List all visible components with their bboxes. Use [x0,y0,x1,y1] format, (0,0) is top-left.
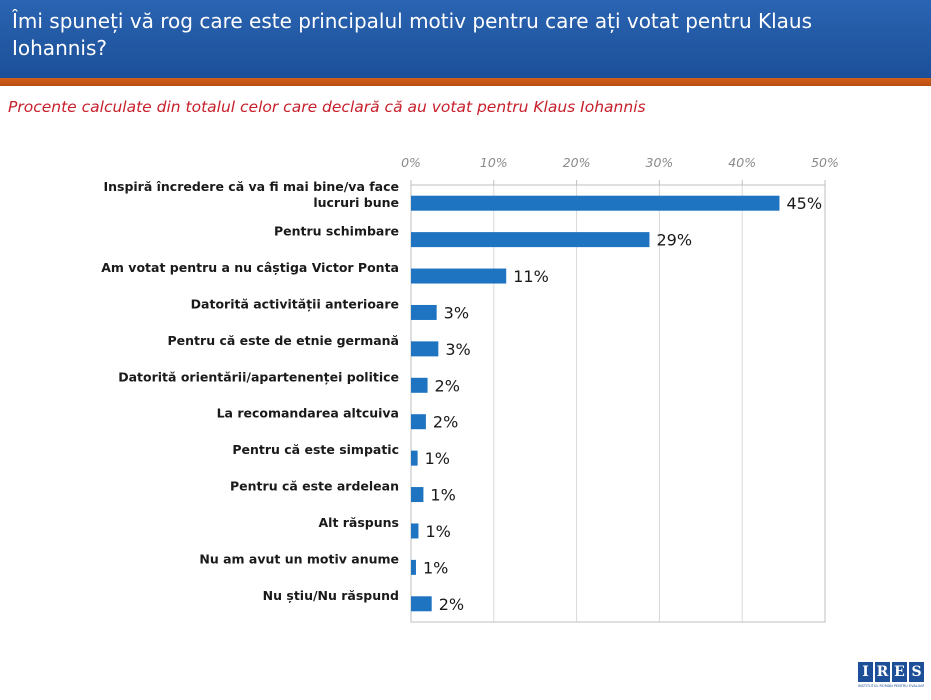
bar [411,414,426,430]
x-axis-ticks: 0% 10% 20% 30% 40% 50% [401,155,839,185]
category-label: Nu am avut un motiv anume [199,551,399,566]
value-label: 1% [430,486,455,505]
logo-tagline: INSTITUTUL ROMÂN PENTRU EVALUARE ȘI STRA… [858,684,924,688]
chart-subtitle: Procente calculate din totalul celor car… [8,98,646,116]
category-label: Datorită orientării/apartenenței politic… [118,369,399,384]
value-label: 45% [786,194,822,213]
bar [411,596,432,612]
value-label: 1% [423,558,448,577]
value-label: 29% [656,231,692,250]
category-label: Alt răspuns [318,515,399,530]
x-tick-label: 40% [728,155,756,170]
value-label: 11% [513,267,549,286]
category-labels: Inspiră încredere că va fi mai bine/va f… [101,179,399,603]
category-label: Am votat pentru a nu câștiga Victor Pont… [101,260,399,275]
logo-letter: I [858,662,873,682]
bar [411,559,416,575]
value-label: 3% [445,340,470,359]
value-label: 3% [444,303,469,322]
value-labels: 45% 29% 11% 3% 3% 2% 2% 1% 1% 1% 1% 2% [423,194,822,614]
logo-letter: S [909,662,924,682]
logo-letter: R [875,662,890,682]
category-label: Pentru că este de etnie germană [168,333,399,348]
value-label: 2% [439,595,464,614]
bar [411,523,419,539]
header-banner: Îmi spuneți vă rog care este principalul… [0,0,931,78]
x-tick-label: 10% [480,155,508,170]
x-tick-label: 50% [811,155,839,170]
bar [411,487,424,503]
plot-area-frame [410,184,826,623]
category-label: La recomandarea altcuiva [217,406,399,421]
value-label: 1% [425,449,450,468]
x-tick-label: 30% [646,155,674,170]
bar [411,195,780,211]
chart-gridlines [410,185,826,622]
bar [411,450,418,466]
bar [411,341,439,357]
bar [411,232,650,248]
value-label: 1% [425,522,450,541]
ires-logo: I R E S INSTITUTUL ROMÂN PENTRU EVALUARE… [858,662,926,692]
category-label: Pentru schimbare [274,224,399,239]
x-tick-label: 20% [563,155,591,170]
value-label: 2% [433,413,458,432]
value-label: 2% [435,376,460,395]
logo-letters: I R E S [858,662,926,682]
category-label: Pentru că este ardelean [230,479,399,494]
bar [411,304,437,320]
category-label: Inspiră încredere că va fi mai bine/va f… [103,179,399,210]
bar [411,377,428,393]
chart-bars [411,195,780,612]
category-label: Pentru că este simpatic [232,442,399,457]
category-label: Datorită activității anterioare [191,296,399,311]
page-title: Îmi spuneți vă rog care este principalul… [12,9,813,60]
category-label: Nu știu/Nu răspund [263,588,399,603]
logo-letter: E [892,662,907,682]
bar [411,268,507,284]
header-accent-stripe [0,78,931,86]
x-tick-label: 0% [401,155,421,170]
